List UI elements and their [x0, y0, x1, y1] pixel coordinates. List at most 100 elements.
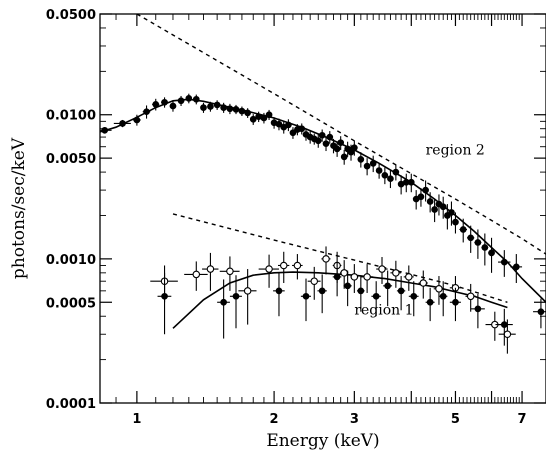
- series-2-point: [300, 278, 311, 322]
- filled-marker: [357, 156, 365, 163]
- series-4-dashed-curve: [136, 13, 546, 255]
- series-1-point: [390, 260, 402, 288]
- series-0-point: [326, 131, 334, 144]
- open-marker: [435, 285, 443, 293]
- filled-marker: [244, 109, 252, 117]
- series-0-point: [363, 158, 371, 176]
- series-0-point: [161, 97, 168, 108]
- filled-marker: [133, 116, 141, 124]
- filled-marker: [249, 115, 257, 123]
- filled-marker: [344, 282, 351, 290]
- open-marker: [503, 330, 512, 338]
- series-2-point: [332, 262, 342, 297]
- filled-marker: [260, 114, 268, 122]
- series-2-point: [470, 294, 485, 329]
- filled-marker: [185, 94, 193, 102]
- filled-marker: [255, 113, 263, 120]
- filled-marker: [333, 273, 341, 281]
- series-0-point: [387, 170, 394, 189]
- series-1-point: [498, 319, 516, 354]
- series-0-point: [407, 173, 415, 193]
- filled-marker: [537, 308, 545, 316]
- series-0-point: [220, 102, 227, 113]
- series-0-point: [232, 104, 240, 115]
- series-0-point: [249, 114, 257, 125]
- series-1-point: [418, 270, 428, 299]
- series-0-point: [417, 188, 425, 207]
- series-0-point: [113, 119, 131, 128]
- series-0-point: [459, 218, 467, 243]
- y-tick-label: 0.0100: [46, 109, 96, 124]
- filled-marker: [220, 104, 227, 111]
- series-1-point: [360, 264, 374, 293]
- filled-marker: [143, 108, 150, 116]
- filled-marker: [232, 105, 240, 113]
- series-0-point: [533, 298, 546, 329]
- series-0-point: [244, 108, 252, 118]
- filled-marker: [392, 168, 400, 176]
- series-0-point: [310, 133, 318, 145]
- series-0-point: [213, 100, 221, 110]
- series-0-point: [350, 140, 358, 156]
- open-marker: [405, 273, 413, 281]
- series-0-point: [510, 254, 523, 284]
- series-2-point: [396, 276, 406, 311]
- open-marker: [310, 277, 319, 285]
- series-2-point: [438, 281, 448, 317]
- series-1-point: [184, 261, 208, 291]
- region-1-annotation: region 1: [354, 303, 413, 319]
- series-0-point: [322, 137, 330, 152]
- filled-marker: [422, 186, 429, 194]
- series-2-point: [317, 274, 327, 314]
- series-0-point: [369, 155, 377, 173]
- filled-marker: [302, 292, 310, 300]
- filled-marker: [363, 162, 371, 170]
- series-0-point: [474, 229, 482, 259]
- open-marker: [265, 265, 273, 273]
- series-0-point: [498, 250, 511, 277]
- series-1-point: [350, 264, 359, 293]
- series-0-point: [192, 94, 200, 105]
- series-1-point: [219, 256, 240, 291]
- series-0-point: [265, 109, 273, 120]
- filled-marker: [410, 292, 418, 300]
- open-marker: [279, 261, 288, 270]
- open-marker: [378, 265, 386, 273]
- plot-frame: [99, 13, 546, 404]
- filled-marker: [192, 95, 200, 103]
- series-1-point: [307, 266, 321, 300]
- filled-marker: [474, 305, 482, 313]
- series-0-point: [481, 233, 489, 266]
- series-2-point: [371, 281, 381, 317]
- filled-marker: [452, 218, 459, 226]
- filled-marker: [512, 263, 520, 271]
- series-0-point: [448, 201, 455, 226]
- filled-marker: [226, 105, 234, 113]
- filled-marker: [265, 111, 273, 119]
- series-0-point: [238, 106, 246, 117]
- filled-marker: [417, 193, 425, 201]
- series-0-point: [298, 123, 306, 135]
- series-0-point: [200, 102, 207, 113]
- filled-marker: [333, 145, 341, 153]
- open-marker: [243, 287, 252, 295]
- series-0-point: [337, 136, 345, 150]
- open-marker: [192, 270, 201, 279]
- open-marker: [322, 255, 330, 263]
- x-tick-label: 2: [270, 412, 279, 427]
- series-0-point: [152, 98, 160, 111]
- filled-marker: [381, 171, 389, 179]
- series-0-point: [488, 237, 495, 273]
- series-2-point: [408, 281, 419, 317]
- filled-marker: [500, 321, 508, 328]
- filled-marker: [298, 125, 306, 133]
- series-0-point: [431, 199, 438, 223]
- filled-marker: [375, 167, 383, 174]
- filled-marker: [431, 206, 438, 213]
- filled-marker: [452, 298, 459, 306]
- filled-marker: [232, 292, 240, 300]
- filled-marker: [207, 103, 214, 110]
- series-2-point: [343, 270, 352, 307]
- tick-labels: 1 2 3 5 7 0.0001 0.0005 0.0010 0.0050 0.0100 0.050…: [46, 8, 527, 427]
